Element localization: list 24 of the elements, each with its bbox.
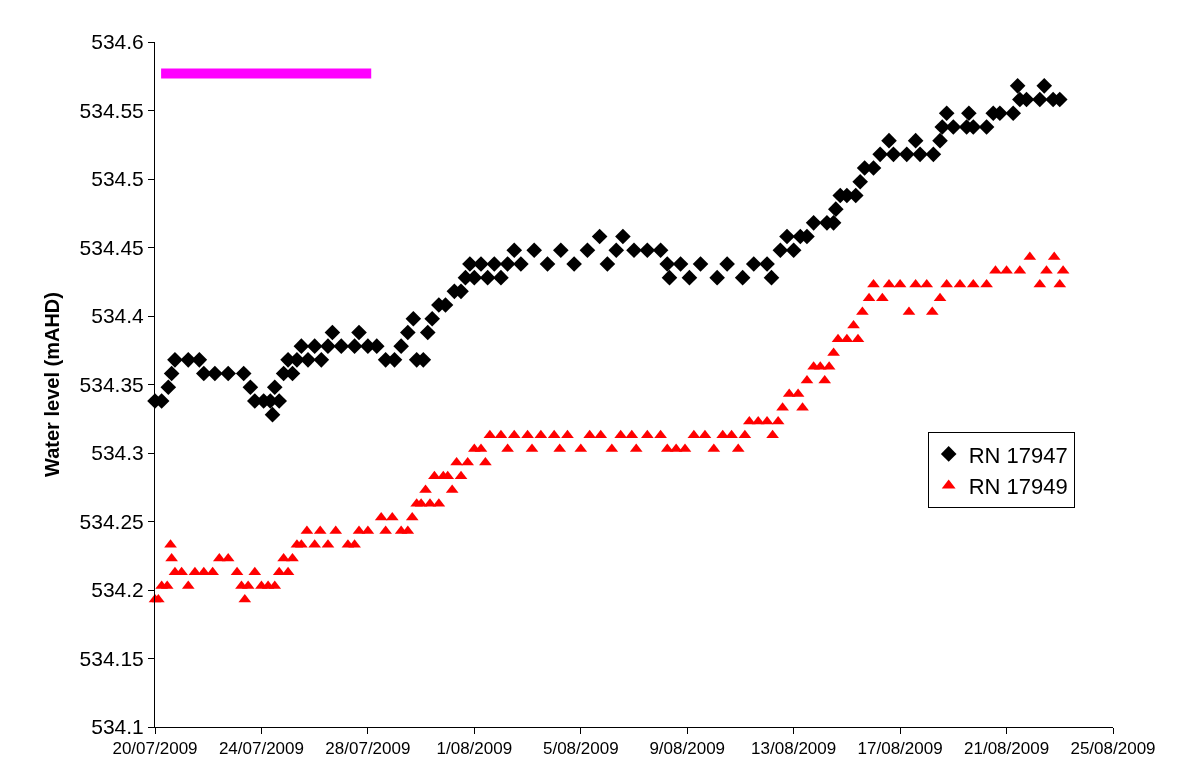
y-tick-label: 534.1	[91, 715, 144, 739]
legend-label: RN 17949	[968, 474, 1068, 500]
x-tick-label: 17/08/2009	[857, 739, 943, 759]
x-tick-label: 20/07/2009	[112, 739, 198, 759]
y-axis-title: Water level (mAHD)	[41, 292, 64, 477]
y-tick-label: 534.35	[79, 372, 144, 396]
x-tick-label: 13/08/2009	[751, 739, 837, 759]
x-tick-label: 25/08/2009	[1070, 739, 1156, 759]
x-tick-label: 1/08/2009	[436, 739, 513, 759]
y-tick-label: 534.15	[79, 646, 144, 670]
x-tick-label: 24/07/2009	[218, 739, 304, 759]
x-tick-label: 9/08/2009	[649, 739, 726, 759]
x-tick-label: 21/08/2009	[964, 739, 1050, 759]
y-tick-label: 534.5	[91, 167, 144, 191]
y-tick-label: 534.4	[91, 304, 145, 328]
legend-label: RN 17947	[968, 442, 1068, 468]
y-tick-label: 534.45	[79, 235, 144, 259]
x-tick-label: 28/07/2009	[325, 739, 411, 759]
y-tick-label: 534.2	[91, 578, 144, 602]
y-tick-label: 534.55	[79, 98, 144, 122]
x-tick-label: 5/08/2009	[542, 739, 619, 759]
y-tick-label: 534.6	[91, 30, 144, 54]
y-tick-label: 534.25	[79, 509, 144, 533]
y-tick-label: 534.3	[91, 441, 144, 465]
